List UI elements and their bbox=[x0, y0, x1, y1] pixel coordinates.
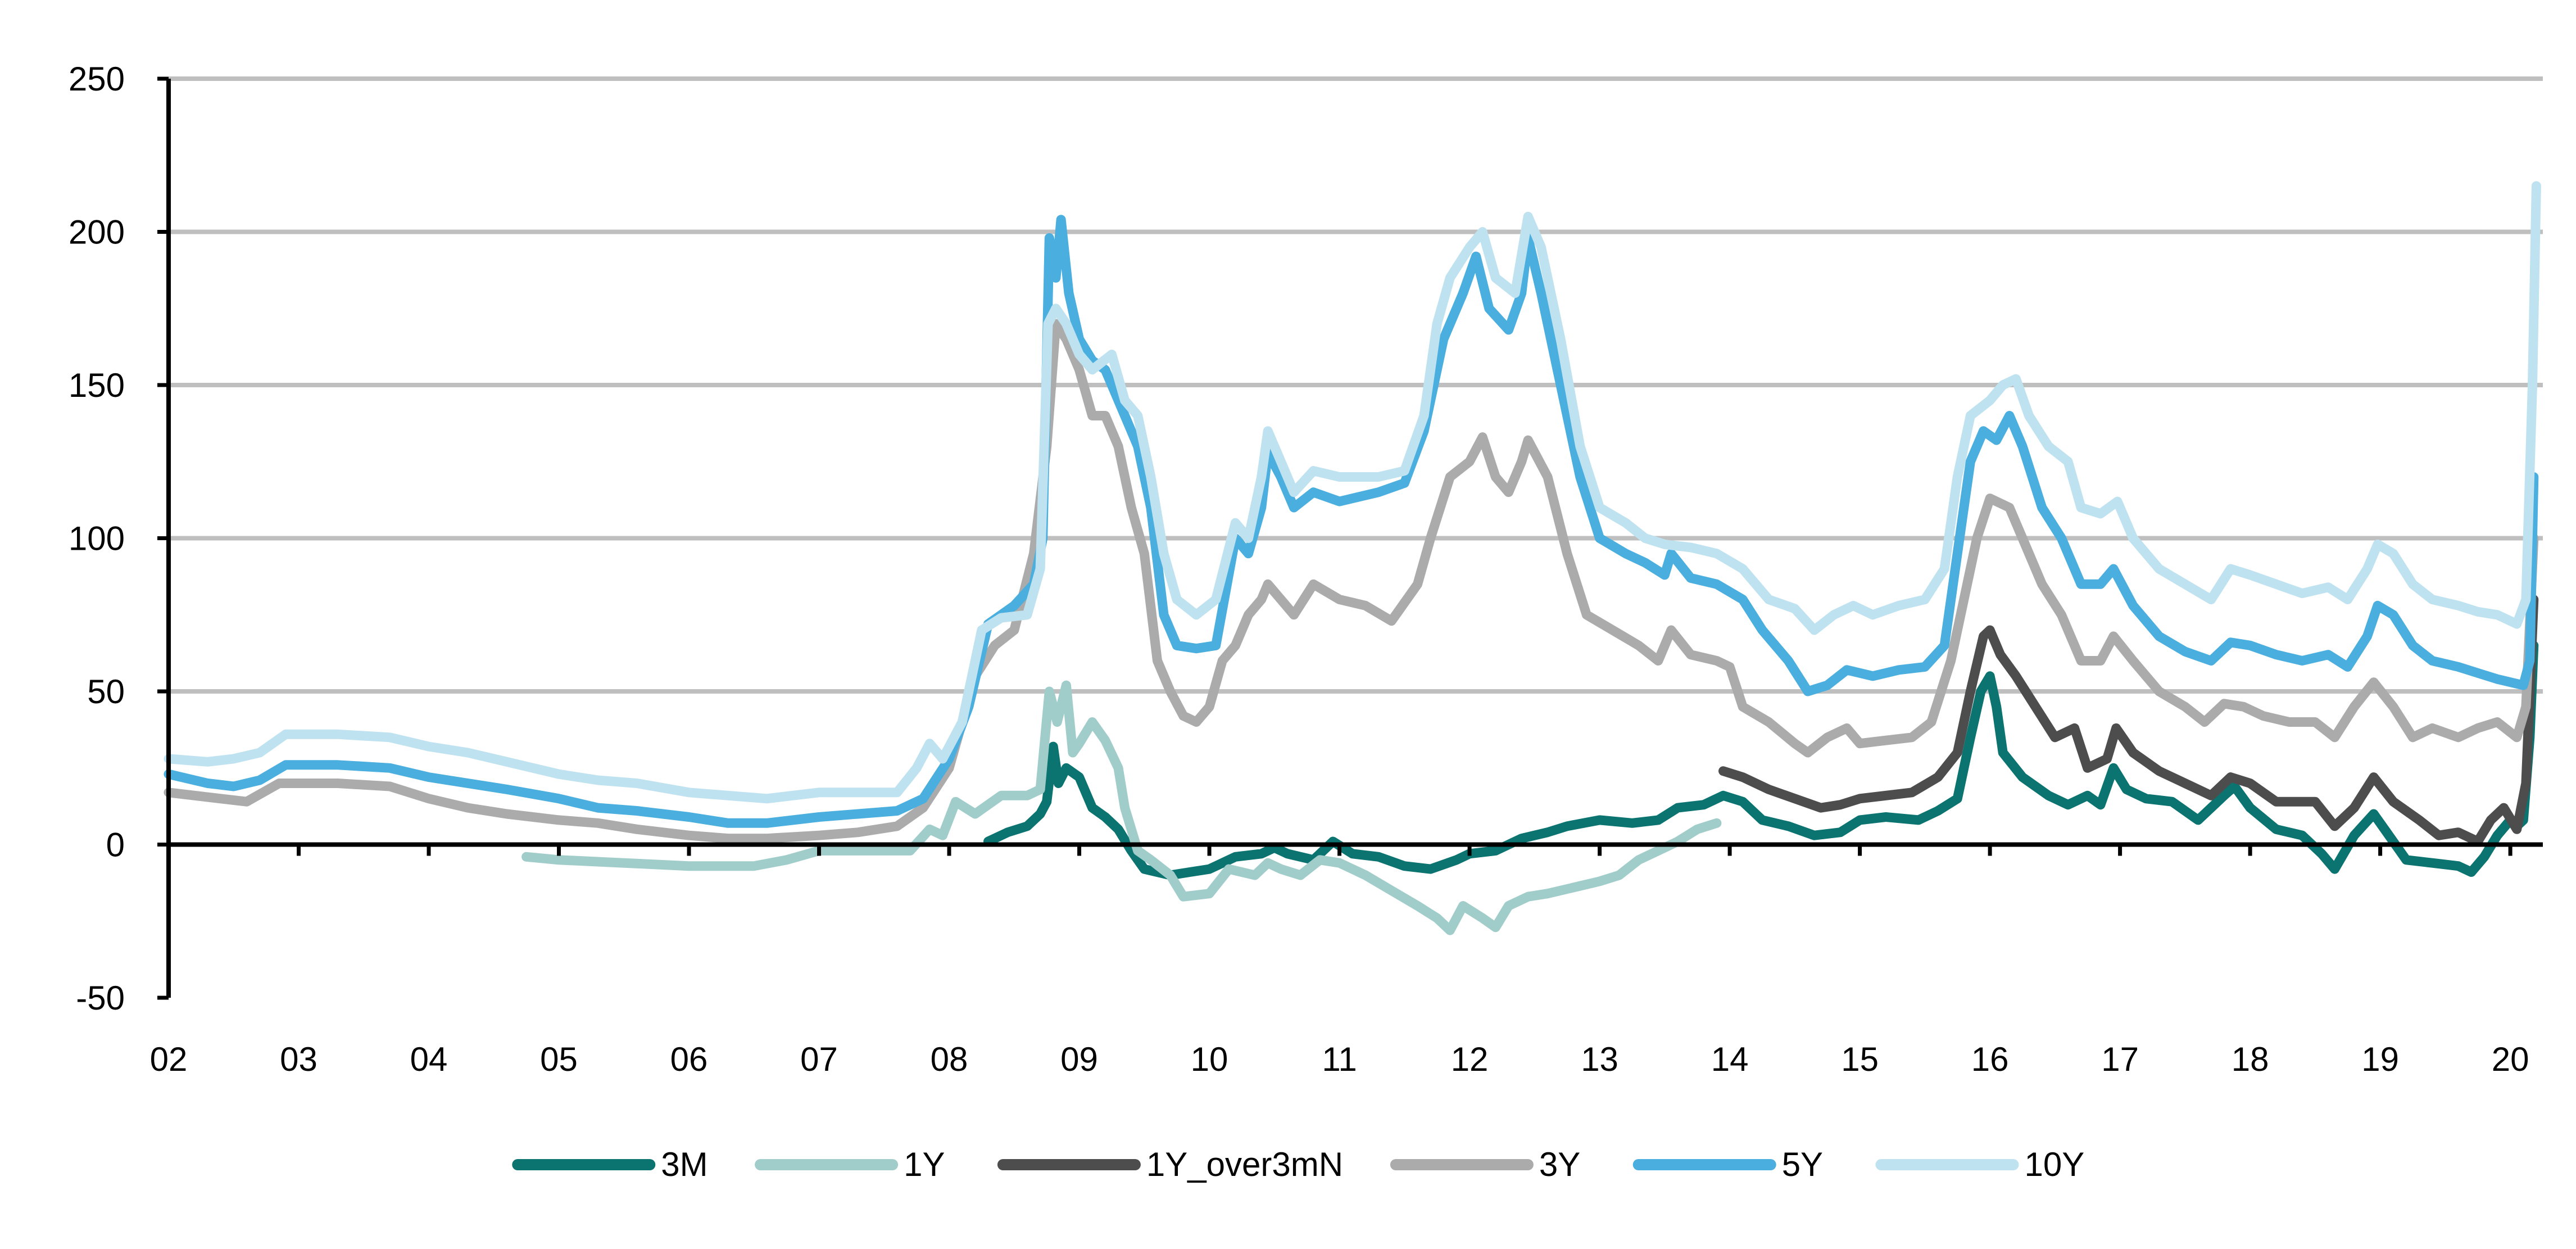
x-tick-label-10: 10 bbox=[1191, 1040, 1228, 1078]
axes bbox=[157, 76, 2543, 1000]
legend: 3M 1Y 1Y_over3mN 3Y 5Y 10Y bbox=[512, 1146, 2085, 1183]
legend-item-1Y_over3mN: 1Y_over3mN bbox=[997, 1146, 1343, 1183]
legend-label-3M: 3M bbox=[661, 1146, 708, 1183]
x-axis-tick-labels: 02 03 04 05 06 07 08 09 10 11 12 13 14 15 16 17 18 19 20 bbox=[150, 1040, 2529, 1078]
x-tick-label-05: 05 bbox=[540, 1040, 578, 1078]
legend-item-3M: 3M bbox=[512, 1146, 708, 1183]
series-line-3Y bbox=[164, 319, 2539, 844]
x-tick-label-08: 08 bbox=[931, 1040, 968, 1078]
series-lines bbox=[164, 181, 2541, 935]
x-tick-label-19: 19 bbox=[2361, 1040, 2399, 1078]
y-tick-label-150: 150 bbox=[69, 366, 125, 404]
legend-item-10Y: 10Y bbox=[1875, 1146, 2085, 1183]
x-tick-label-02: 02 bbox=[150, 1040, 188, 1078]
legend-label-5Y: 5Y bbox=[1782, 1146, 1823, 1183]
x-tick-label-16: 16 bbox=[1971, 1040, 2009, 1078]
x-tick-label-17: 17 bbox=[2101, 1040, 2139, 1078]
legend-label-3Y: 3Y bbox=[1539, 1146, 1580, 1183]
y-tick-label-100: 100 bbox=[69, 520, 125, 558]
x-tick-label-12: 12 bbox=[1451, 1040, 1489, 1078]
y-tick-label-200: 200 bbox=[69, 214, 125, 251]
x-tick-label-09: 09 bbox=[1060, 1040, 1098, 1078]
y-tick-label-250: 250 bbox=[69, 60, 125, 98]
y-axis-tick-labels: -50 0 50 100 150 200 250 bbox=[69, 60, 125, 1017]
y-tick-label--50: -50 bbox=[76, 979, 125, 1017]
x-tick-label-20: 20 bbox=[2492, 1040, 2529, 1078]
x-tick-label-07: 07 bbox=[800, 1040, 838, 1078]
legend-label-10Y: 10Y bbox=[2025, 1146, 2085, 1183]
y-tick-label-50: 50 bbox=[87, 673, 125, 711]
series-line-1Y bbox=[521, 680, 1722, 935]
gridlines bbox=[169, 76, 2543, 694]
x-tick-label-11: 11 bbox=[1322, 1040, 1357, 1078]
legend-label-1Y: 1Y bbox=[904, 1146, 945, 1183]
x-tick-label-14: 14 bbox=[1711, 1040, 1749, 1078]
legend-item-3Y: 3Y bbox=[1390, 1146, 1580, 1183]
x-tick-label-13: 13 bbox=[1581, 1040, 1618, 1078]
legend-item-5Y: 5Y bbox=[1632, 1146, 1823, 1183]
legend-item-1Y: 1Y bbox=[755, 1146, 945, 1183]
legend-label-1Y_over3mN: 1Y_over3mN bbox=[1146, 1146, 1343, 1183]
x-tick-label-03: 03 bbox=[280, 1040, 318, 1078]
y-tick-label-0: 0 bbox=[106, 826, 125, 864]
x-tick-label-15: 15 bbox=[1841, 1040, 1879, 1078]
series-line-1Y_over3mN bbox=[1718, 595, 2539, 847]
x-tick-label-04: 04 bbox=[410, 1040, 448, 1078]
series-line-10Y bbox=[164, 181, 2541, 804]
x-tick-label-18: 18 bbox=[2232, 1040, 2269, 1078]
series-line-5Y bbox=[164, 215, 2539, 828]
x-tick-label-06: 06 bbox=[670, 1040, 708, 1078]
